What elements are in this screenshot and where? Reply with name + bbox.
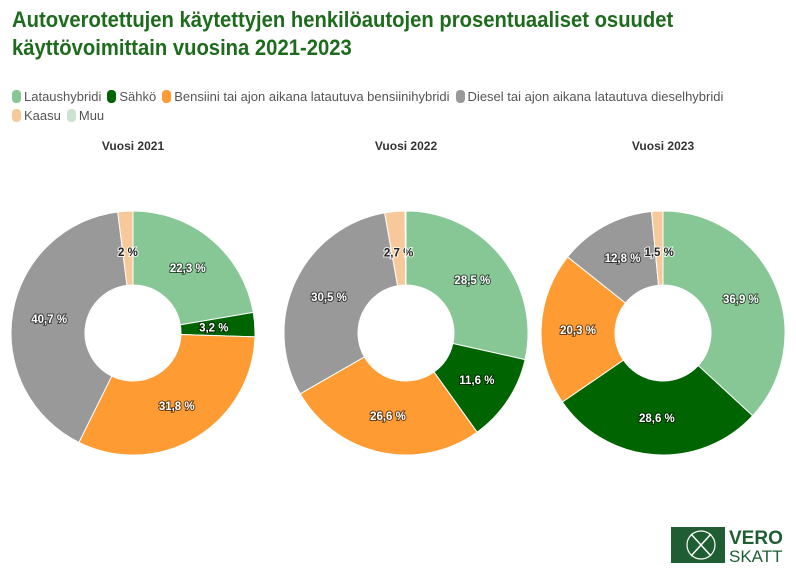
- data-label: 40,7 %: [31, 314, 67, 326]
- data-label: 2,7 %: [384, 247, 413, 259]
- legend-swatch: [107, 90, 117, 103]
- chart-title: Autoverotettujen käytettyjen henkilöauto…: [12, 7, 674, 60]
- donut-slice[interactable]: [561, 359, 754, 456]
- pie-title: Vuosi 2021: [102, 139, 165, 153]
- data-label: 36,9 %: [723, 294, 759, 306]
- data-label: 1,5 %: [644, 247, 673, 259]
- donut-slice[interactable]: [299, 356, 478, 456]
- legend-label: Lataushybridi: [24, 89, 102, 104]
- vero-skatt-logo: VERO SKATT: [671, 525, 789, 570]
- legend-item[interactable]: Sähkö: [107, 87, 156, 106]
- legend-label: Sähkö: [119, 89, 157, 104]
- legend-swatch: [455, 90, 465, 103]
- data-label: 28,5 %: [454, 275, 490, 287]
- donut-slice[interactable]: [405, 210, 529, 361]
- legend-label: Kaasu: [24, 108, 61, 123]
- donut-slice[interactable]: [132, 210, 254, 326]
- data-label: 11,6 %: [459, 375, 494, 387]
- legend-label: Bensiini tai ajon aikana latautuva bensi…: [174, 89, 450, 104]
- data-label: 28,6 %: [639, 413, 675, 425]
- legend-swatch: [162, 90, 172, 103]
- data-label: 2 %: [118, 247, 138, 259]
- legend-item[interactable]: Bensiini tai ajon aikana latautuva bensi…: [162, 87, 450, 106]
- logo-text-vero: VERO: [729, 528, 783, 549]
- legend-item[interactable]: Diesel tai ajon aikana latautuva dieselh…: [455, 87, 724, 106]
- donut-slice[interactable]: [283, 212, 399, 395]
- donut-slice[interactable]: [650, 210, 664, 286]
- legend-label: Muu: [78, 108, 105, 123]
- logo-text-skatt: SKATT: [729, 547, 783, 565]
- legend-item[interactable]: Lataushybridi: [12, 87, 101, 106]
- donut-slice[interactable]: [540, 256, 627, 403]
- data-label: 31,8 %: [159, 401, 195, 413]
- legend-label: Diesel tai ajon aikana latautuva dieselh…: [467, 89, 724, 104]
- pie-title: Vuosi 2022: [375, 139, 438, 153]
- data-label: 12,8 %: [605, 253, 641, 265]
- data-label: 26,6 %: [370, 411, 406, 423]
- legend-swatch: [12, 109, 21, 122]
- legend-item[interactable]: Muu: [66, 106, 105, 125]
- donut-slice[interactable]: [10, 211, 128, 444]
- legend-swatch: [66, 109, 76, 122]
- pie-title: Vuosi 2023: [632, 139, 695, 153]
- donut-slice[interactable]: [662, 210, 786, 417]
- legend-swatch: [12, 90, 21, 103]
- data-label: 30,5 %: [311, 292, 347, 304]
- donut-slice[interactable]: [117, 210, 134, 286]
- legend-item[interactable]: Kaasu: [12, 106, 61, 125]
- legend: Lataushybridi Sähkö Bensiini tai ajon aika…: [12, 87, 772, 125]
- donut-slice[interactable]: [404, 210, 407, 286]
- data-label: 3,2 %: [199, 322, 228, 334]
- data-label: 22,3 %: [170, 263, 206, 275]
- data-label: 20,3 %: [560, 325, 596, 337]
- donut-slice[interactable]: [78, 333, 256, 456]
